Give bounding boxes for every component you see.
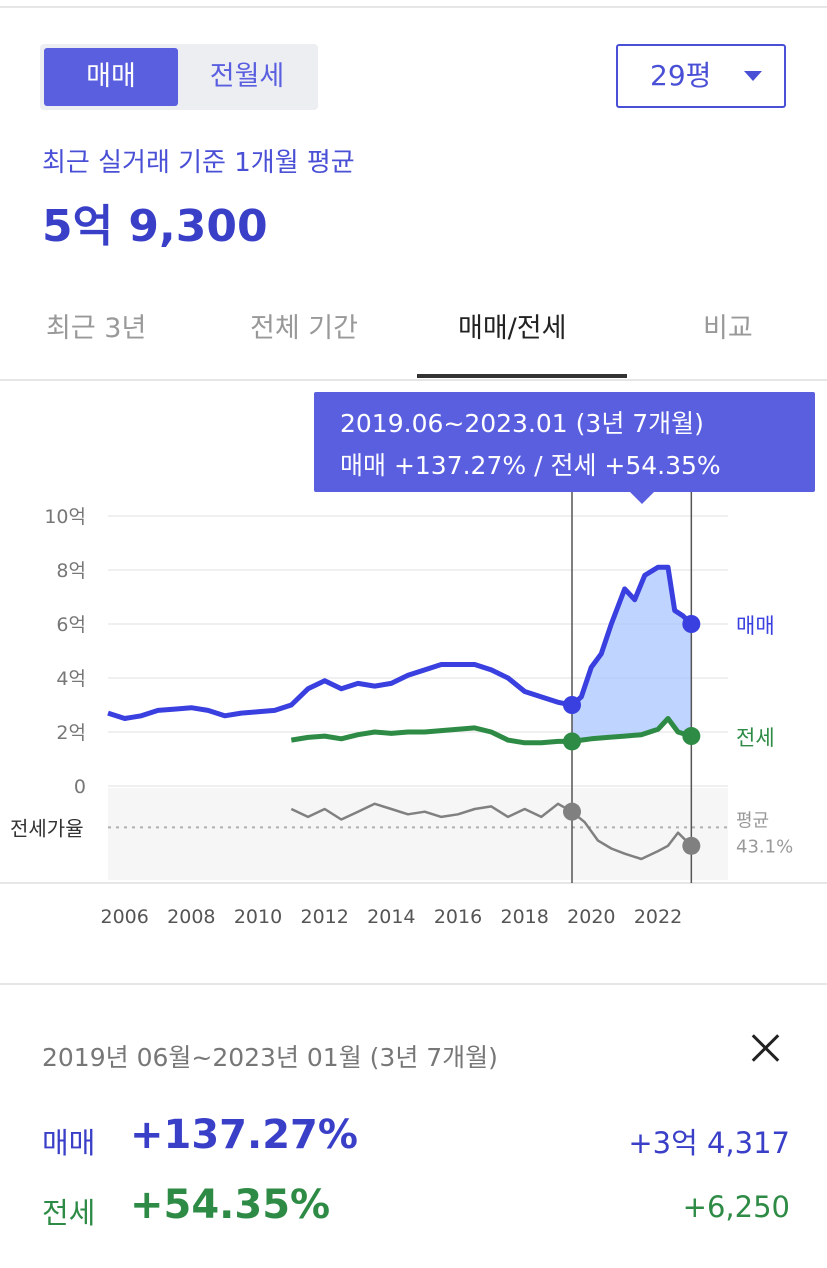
result-rent-pct: +54.35% (130, 1182, 331, 1228)
y-tick-label: 2억 (56, 722, 86, 744)
y-tick-label: 6억 (56, 614, 86, 636)
top-divider (0, 6, 827, 8)
result-sale-pct: +137.27% (130, 1112, 358, 1158)
sale-point-end (682, 615, 701, 633)
price-chart[interactable]: 10억 8억 6억 4억 2억 0 2006 2008 2010 2012 2014 2016 2018… (0, 380, 827, 980)
x-tick-label: 2008 (167, 906, 215, 928)
tab-sale[interactable]: 매매 (44, 48, 178, 106)
result-period: 2019년 06월~2023년 01월 (3년 7개월) (42, 1043, 498, 1072)
result-sale-label: 매매 (42, 1126, 96, 1160)
ratio-average-value: 43.1% (736, 836, 793, 857)
rent-series-line (290, 716, 693, 746)
size-select[interactable]: 29평 (616, 44, 786, 108)
x-tick-label: 2014 (367, 906, 415, 928)
x-tick-label: 2022 (634, 906, 682, 928)
y-tick-label: 4억 (56, 668, 86, 690)
result-sale-amount: +3억 4,317 (628, 1126, 790, 1160)
size-select-value: 29평 (650, 59, 712, 92)
y-tick-label: 8억 (56, 560, 86, 582)
summary-label: 최근 실거래 기준 1개월 평균 (42, 148, 355, 178)
panel-divider (0, 983, 827, 985)
result-rent-amount: +6,250 (682, 1190, 790, 1224)
ratio-panel-bg (108, 788, 728, 880)
rent-point-start (563, 732, 581, 751)
tab-all-period[interactable]: 전체 기간 (250, 313, 358, 344)
x-tick-label: 2018 (500, 906, 548, 928)
ratio-average-label: 평균 (736, 810, 769, 831)
tab-sale-vs-rent[interactable]: 매매/전세 (458, 313, 567, 344)
sale-point-start (563, 696, 581, 714)
tab-recent-3y[interactable]: 최근 3년 (46, 313, 147, 344)
ratio-point-end (682, 836, 701, 855)
tooltip-summary: 매매 +137.27% / 전세 +54.35% (340, 451, 721, 480)
summary-price: 5억 9,300 (42, 201, 268, 252)
caret-down-icon (744, 71, 762, 81)
tab-compare[interactable]: 비교 (703, 313, 753, 344)
ratio-series-line (290, 802, 693, 861)
tooltip-arrow (630, 492, 654, 504)
range-tooltip: 2019.06~2023.01 (3년 7개월) 매매 +137.27% / 전… (314, 392, 815, 504)
active-tab-indicator (417, 374, 627, 378)
rent-point-end (682, 727, 701, 746)
rent-series-label: 전세 (736, 726, 775, 750)
tab-rent[interactable]: 전월세 (209, 61, 285, 92)
result-rent-label: 전세 (42, 1196, 96, 1230)
selected-range-area (572, 567, 692, 742)
close-icon[interactable] (746, 1028, 786, 1068)
y-tick-label: 10억 (44, 506, 86, 528)
ratio-series-label: 전세가율 (10, 816, 84, 840)
sale-series-label: 매매 (736, 614, 775, 638)
x-tick-label: 2012 (300, 906, 348, 928)
x-tick-label: 2020 (567, 906, 615, 928)
tab-divider (0, 379, 827, 381)
x-tick-label: 2010 (234, 906, 282, 928)
ratio-point-start (563, 802, 581, 821)
x-tick-label: 2006 (100, 906, 148, 928)
x-tick-label: 2016 (434, 906, 482, 928)
deal-type-toggle: 매매 전월세 (40, 44, 318, 110)
tooltip-period: 2019.06~2023.01 (3년 7개월) (340, 409, 704, 438)
y-tick-label: 0 (74, 776, 86, 798)
sale-series-line (107, 564, 694, 721)
